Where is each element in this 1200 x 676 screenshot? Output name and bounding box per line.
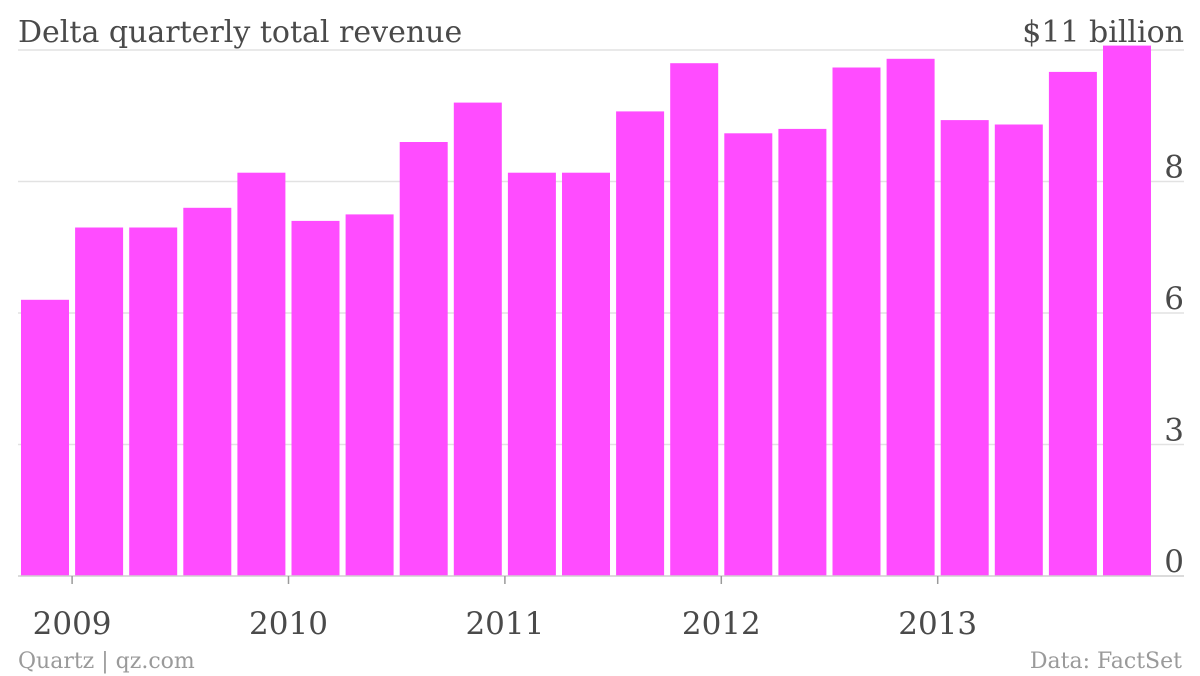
bar-11 [562, 172, 610, 576]
y-tick-label-top: $11 billion [1022, 15, 1184, 50]
bar-19 [994, 124, 1043, 576]
bar-16 [832, 67, 881, 576]
bars [21, 45, 1151, 577]
bar-14 [724, 133, 773, 577]
x-tick-label-2011: 2011 [465, 606, 544, 642]
chart-title: Delta quarterly total revenue [18, 15, 462, 50]
y-axis-ticks: 0 3 6 8 [1164, 150, 1184, 581]
bar-5 [237, 172, 286, 576]
bar-8 [399, 142, 448, 576]
bar-7 [345, 214, 394, 576]
bar-21 [1103, 45, 1151, 577]
bar-12 [616, 111, 665, 577]
bar-4 [183, 207, 232, 577]
x-tick-label-2009: 2009 [33, 606, 112, 642]
y-tick-label-3: 3 [1164, 413, 1184, 449]
bar-2 [75, 227, 124, 576]
y-tick-label-0: 0 [1164, 544, 1184, 580]
bar-18 [940, 120, 989, 576]
bar-6 [291, 220, 340, 576]
x-tick-label-2012: 2012 [682, 606, 761, 642]
bar-9 [453, 102, 502, 576]
bar-17 [886, 58, 935, 577]
bar-20 [1048, 71, 1097, 577]
x-tick-label-2013: 2013 [898, 606, 977, 642]
source-right: Data: FactSet [1030, 649, 1182, 674]
bar-10 [507, 172, 556, 576]
y-tick-label-8: 8 [1164, 150, 1184, 186]
bar-1 [21, 299, 69, 576]
x-tick-label-2010: 2010 [249, 606, 328, 642]
x-axis-ticks: 2009 2010 2011 2012 2013 [33, 576, 977, 642]
source-left: Quartz | qz.com [18, 649, 195, 674]
y-tick-label-6: 6 [1164, 281, 1184, 317]
bar-3 [129, 227, 178, 576]
bar-15 [778, 128, 827, 576]
bar-13 [670, 63, 719, 577]
